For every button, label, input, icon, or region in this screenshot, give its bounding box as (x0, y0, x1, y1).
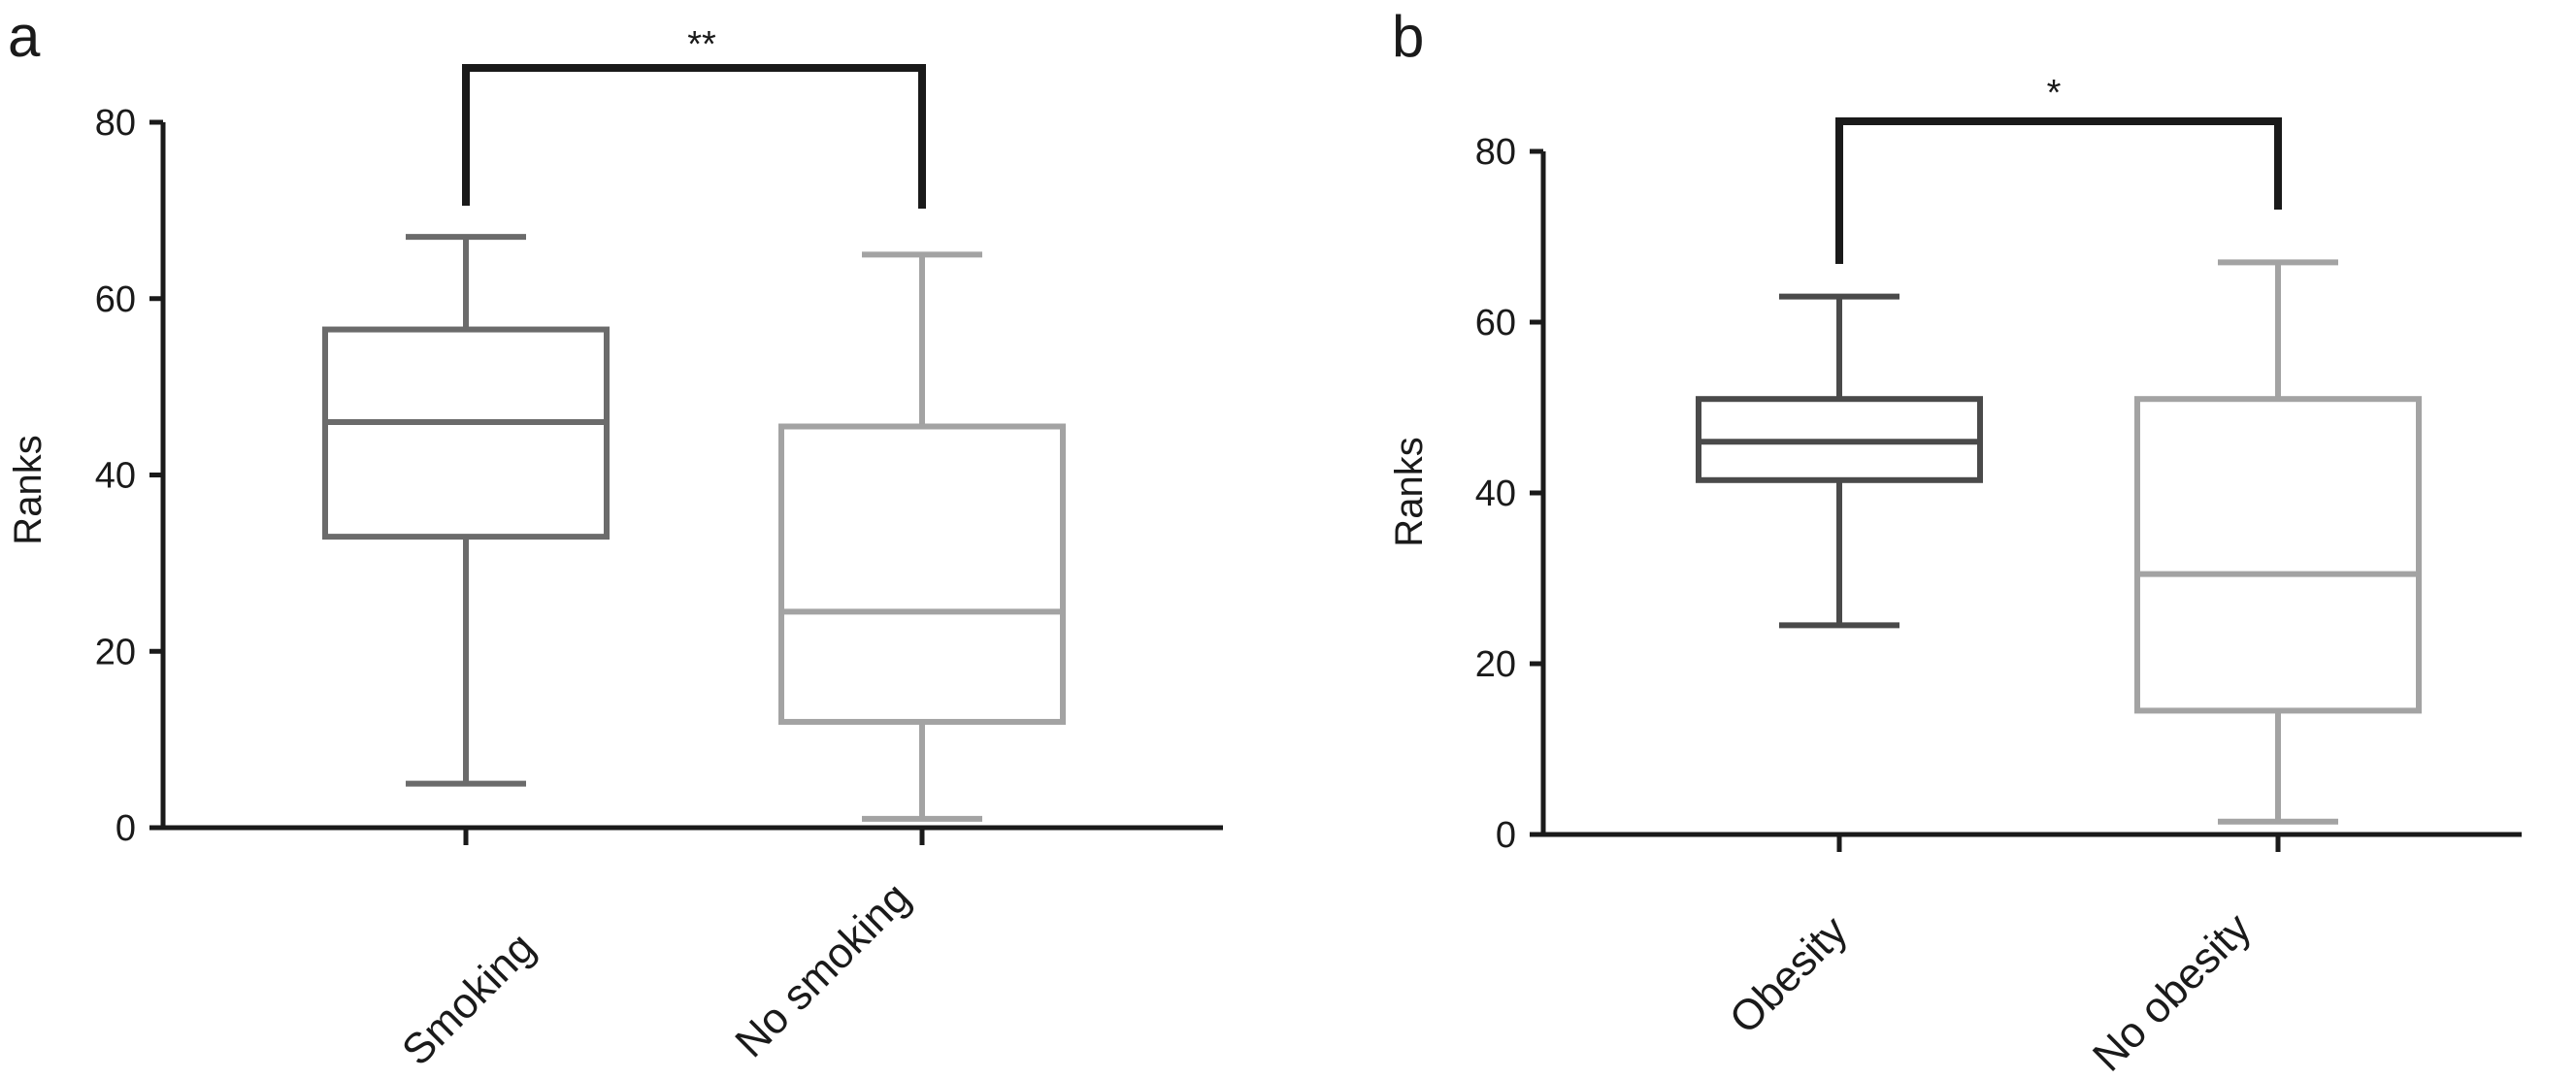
panel-a-y-axis-label: Ranks (7, 435, 50, 544)
panel-b-y-tick-label: 60 (1475, 303, 1516, 343)
panel-b-y-tick-label: 80 (1475, 132, 1516, 173)
panel-b-category-label-no-obesity: No obesity (2084, 904, 2261, 1079)
panel-a-y-tick-label: 60 (95, 279, 136, 320)
panel-b-significance-bracket (1835, 117, 2282, 264)
panel-b-label: b (1392, 4, 1424, 69)
panel-a-label: a (8, 4, 41, 69)
panel-a-smoking-box (322, 326, 610, 540)
panel-b-y-tick-label: 40 (1475, 474, 1516, 514)
panel-b-significance-label: * (2047, 73, 2062, 114)
panel-a-no-smoking-box (778, 423, 1066, 725)
panel-b-category-label-obesity: Obesity (1721, 907, 1857, 1043)
panel-b-plot-area: 0 20 40 60 80 (1475, 117, 2522, 856)
panel-a: a Ranks ** 0 20 40 60 80 Smoking No smoking (7, 4, 1223, 1075)
panel-a-category-label-smoking: Smoking (393, 924, 545, 1075)
panel-a-y-tick-label: 20 (95, 632, 136, 672)
panel-a-y-tick-label: 0 (116, 808, 136, 849)
panel-a-y-tick-label: 80 (95, 103, 136, 144)
panel-a-plot-area: 0 20 40 60 80 (95, 64, 1223, 849)
panel-b-y-axis-label: Ranks (1388, 437, 1431, 546)
panel-a-y-tick-label: 40 (95, 456, 136, 497)
panel-a-category-label-no-smoking: No smoking (726, 873, 919, 1066)
panel-b: b Ranks * 0 20 40 60 80 Obesity No obesity (1388, 4, 2522, 1079)
panel-b-no-obesity-box (2134, 396, 2422, 714)
panel-b-y-tick-label: 0 (1496, 815, 1516, 856)
panel-a-significance-label: ** (687, 24, 716, 65)
panel-b-y-tick-label: 20 (1475, 644, 1516, 685)
panel-a-significance-bracket (462, 64, 926, 209)
